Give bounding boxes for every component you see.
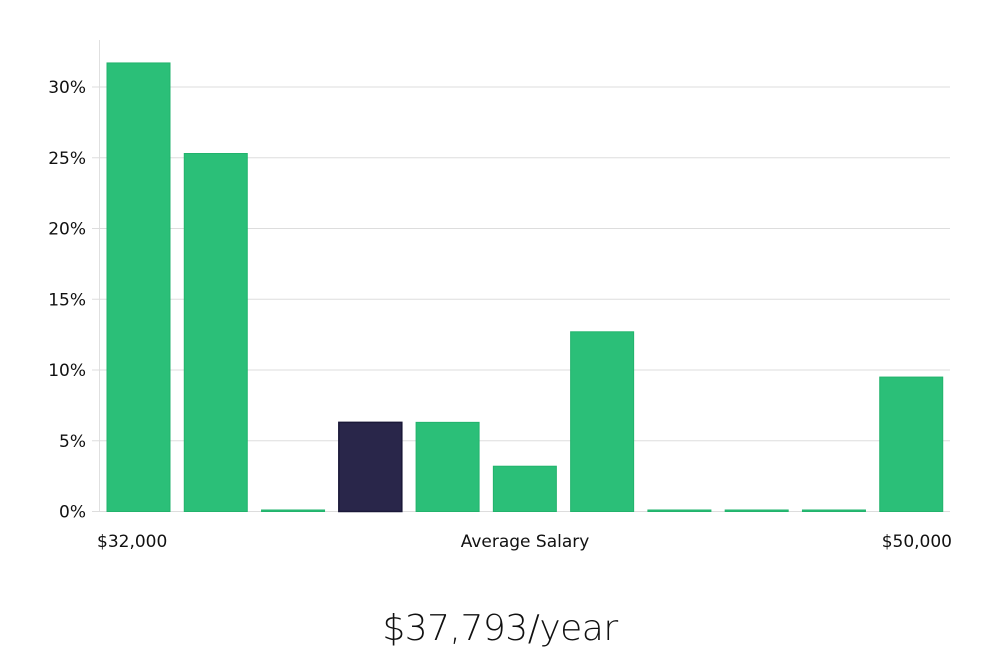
y-tick-label: 30%: [48, 78, 86, 98]
x-max-label: $50,000: [882, 532, 952, 552]
bar: [492, 465, 557, 512]
bar: [261, 509, 326, 512]
y-tick-label: 0%: [59, 503, 86, 523]
average-salary-value: $37,793/year: [382, 608, 618, 649]
bar: [647, 509, 712, 512]
bar: [801, 509, 866, 512]
salary-histogram: 0% 5% 10% 15% 20% 25% 30% $32,000 Average Sala…: [48, 40, 952, 552]
bar: [106, 62, 171, 512]
bar: [570, 331, 635, 513]
x-axis-label: Average Salary: [461, 532, 590, 552]
y-tick-label: 5%: [59, 432, 86, 452]
y-tick-label: 15%: [48, 290, 86, 310]
x-min-label: $32,000: [97, 532, 167, 552]
y-tick-label: 20%: [48, 220, 86, 240]
bar: [724, 509, 789, 512]
y-tick-label: 25%: [48, 149, 86, 169]
bar: [415, 421, 480, 513]
y-tick-label: 10%: [48, 361, 86, 381]
bar-highlighted: [338, 421, 403, 513]
bar: [183, 153, 248, 512]
bar: [879, 376, 944, 513]
